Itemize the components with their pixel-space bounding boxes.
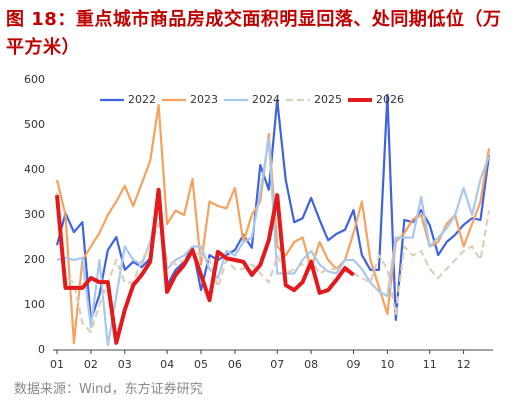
legend-label: 2024: [252, 93, 280, 106]
legend-label: 2025: [314, 93, 342, 106]
x-tick-label: 05: [194, 358, 208, 371]
x-tick-label: 08: [304, 358, 318, 371]
series-line: [55, 192, 491, 334]
x-tick-label: 09: [346, 358, 360, 371]
series-line: [56, 137, 491, 347]
y-tick-label: 600: [24, 73, 45, 86]
legend-label: 2026: [376, 93, 404, 106]
x-tick-label: 03: [118, 358, 132, 371]
x-tick-label: 07: [270, 358, 284, 371]
chart-title: 图 18：重点城市商品房成交面积明显回落、处同期低位（万平方米）: [6, 9, 502, 58]
x-tick-label: 04: [160, 358, 174, 371]
y-tick-label: 300: [24, 208, 45, 221]
x-tick-label: 10: [380, 358, 394, 371]
y-tick-label: 100: [24, 298, 45, 311]
series-line: [55, 187, 355, 345]
x-tick-label: 01: [50, 358, 64, 371]
y-tick-label: 200: [24, 253, 45, 266]
source-note: 数据来源：Wind，东方证券研究: [14, 382, 203, 397]
legend-label: 2022: [128, 93, 156, 106]
y-tick-label: 0: [38, 343, 45, 356]
x-tick-label: 02: [84, 358, 98, 371]
x-tick-label: 06: [228, 358, 242, 371]
y-tick-label: 500: [24, 118, 45, 131]
legend-label: 2023: [190, 93, 218, 106]
y-tick-label: 400: [24, 163, 45, 176]
x-tick-label: 11: [423, 358, 437, 371]
x-tick-label: 12: [457, 358, 471, 371]
